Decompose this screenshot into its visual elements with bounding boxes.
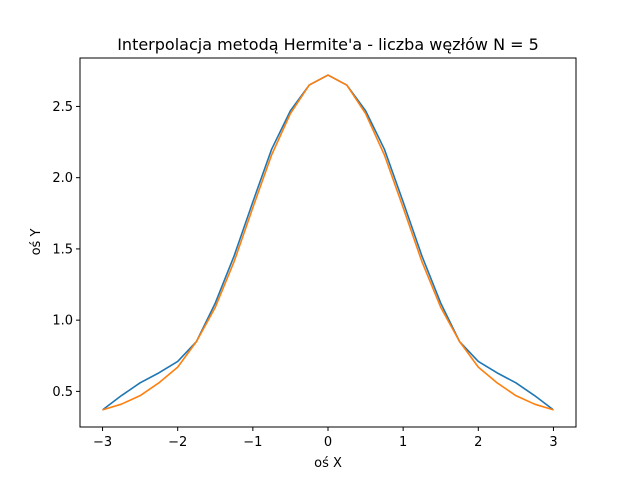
y-tick-label: 2.0 xyxy=(52,171,73,186)
x-axis-label: oś X xyxy=(314,456,342,471)
x-tick-label: 1 xyxy=(399,435,407,450)
y-tick-label: 1.0 xyxy=(52,314,73,329)
y-axis-label: oś Y xyxy=(29,229,44,256)
plot-lines xyxy=(102,74,554,411)
y-tick-label: 2.5 xyxy=(52,100,73,115)
x-tick-label: −2 xyxy=(168,435,187,450)
x-tick-label: −3 xyxy=(93,435,112,450)
plot-frame xyxy=(79,57,577,428)
x-axis-ticks: −3 −2 −1 0 1 2 3 xyxy=(93,427,558,450)
x-tick-label: −1 xyxy=(243,435,262,450)
series-line-2 xyxy=(102,74,554,411)
chart-title: Interpolacja metodą Hermite'a - liczba w… xyxy=(117,35,539,54)
y-tick-label: 1.5 xyxy=(52,242,73,257)
y-axis-ticks: 0.5 1.0 1.5 2.0 2.5 xyxy=(52,100,80,400)
x-tick-label: 3 xyxy=(549,435,557,450)
x-tick-label: 0 xyxy=(324,435,332,450)
y-tick-label: 0.5 xyxy=(52,385,73,400)
x-tick-label: 2 xyxy=(474,435,482,450)
